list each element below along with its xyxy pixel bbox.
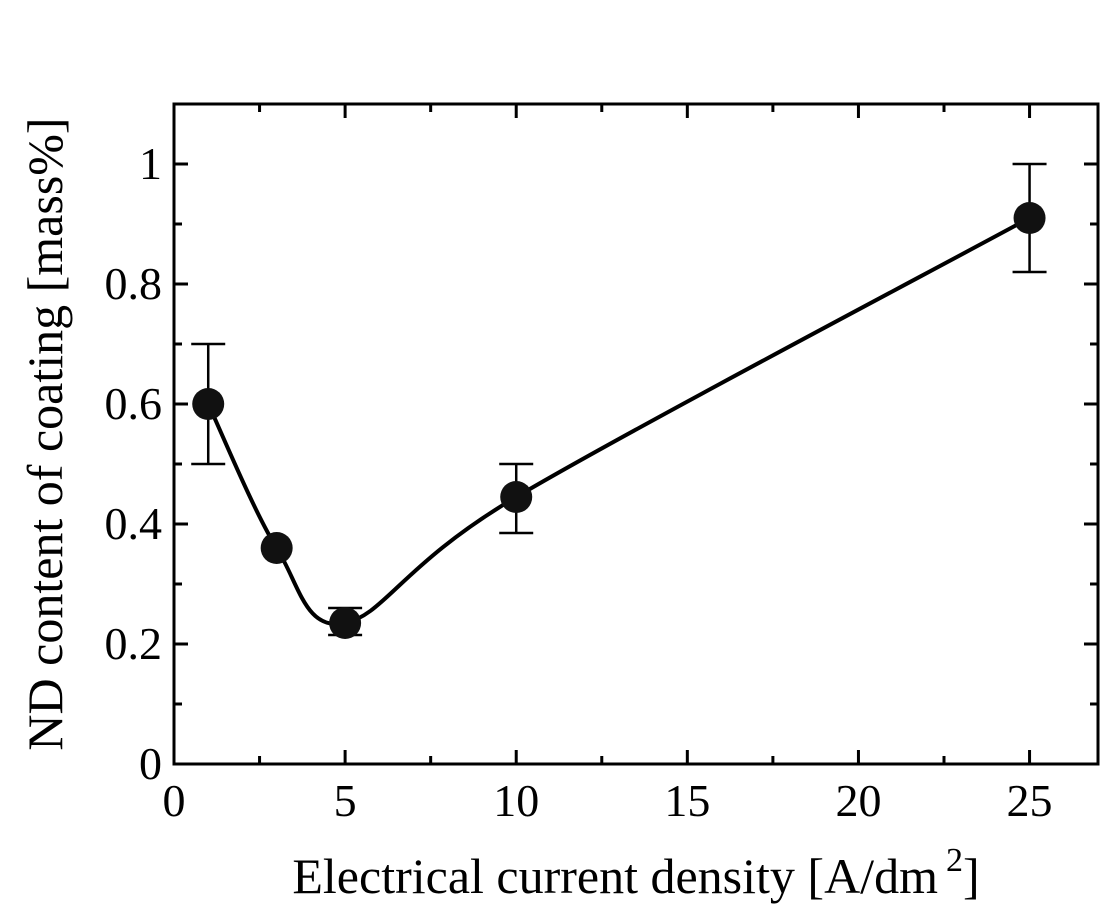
plot-frame <box>172 102 1100 766</box>
x-tick-label: 15 <box>664 775 710 826</box>
x-tick-label: 5 <box>334 775 357 826</box>
x-axis-title-superscript: 2 <box>946 842 963 879</box>
y-tick-label: 0.8 <box>105 258 163 309</box>
y-tick-label: 0.4 <box>105 498 163 549</box>
axis-ticks <box>172 104 1098 766</box>
y-tick-label: 1 <box>139 138 162 189</box>
x-tick-label: 0 <box>163 775 186 826</box>
fit-curve <box>206 216 1031 626</box>
x-axis-title-suffix: ] <box>963 848 980 904</box>
data-point <box>500 481 533 513</box>
data-point <box>1013 202 1046 234</box>
y-tick-label: 0.2 <box>105 618 163 669</box>
data-point <box>329 607 362 639</box>
data-point <box>192 388 225 420</box>
x-tick-label: 20 <box>835 775 881 826</box>
x-axis-title-text: Electrical current density [A/dm <box>292 848 938 904</box>
data-points <box>192 202 1046 639</box>
y-tick-label: 0 <box>139 738 162 789</box>
y-axis-title: ND content of coating [mass%] <box>17 117 73 750</box>
x-tick-label: 10 <box>493 775 539 826</box>
y-tick-label: 0.6 <box>105 378 163 429</box>
x-axis-title: Electrical current density [A/dm 2] <box>292 842 979 904</box>
data-point <box>260 532 293 564</box>
error-bars <box>191 162 1047 637</box>
axis-tick-labels: 0 5 10 15 20 25 0 0.2 0.4 0.6 0.8 1 <box>105 138 1053 826</box>
x-tick-label: 25 <box>1007 775 1053 826</box>
